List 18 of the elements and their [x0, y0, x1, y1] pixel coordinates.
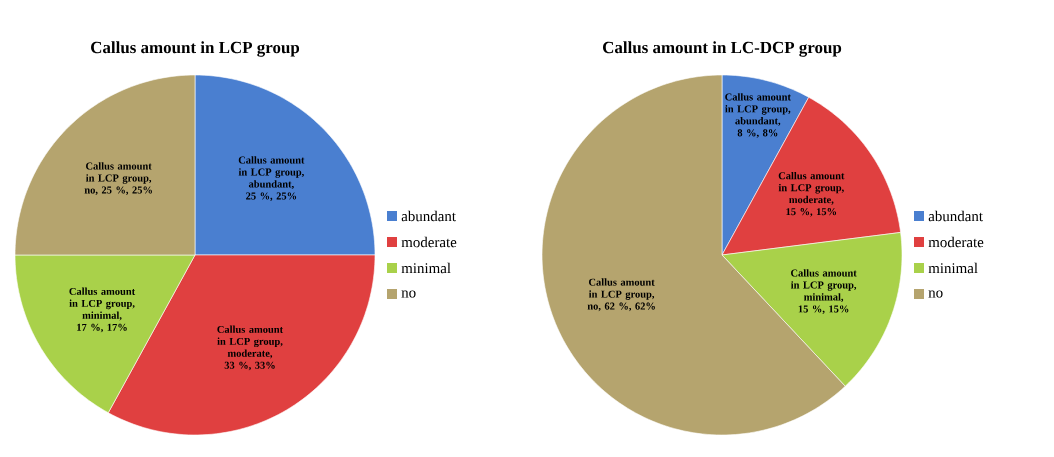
- legend-label: abundant: [401, 210, 456, 222]
- chart-title: Callus amount in LC-DCP group: [603, 41, 842, 57]
- legend-label: no: [401, 290, 416, 298]
- data-label: Callus amount in LCP group, abundant, 8 %, 8%: [725, 93, 791, 138]
- chart-title: Callus amount in LCP group: [91, 41, 300, 57]
- data-label: Callus amount in LCP group, minimal, 15 %, 15%: [790, 269, 857, 314]
- data-label: Callus amount in LCP group, moderate, 33 %, 33%: [217, 325, 284, 371]
- data-label: Callus amount in LCP group, abundant, 25 %, 25%: [238, 156, 305, 201]
- data-label: Callus amount in LCP group, no, 25 %, 25%: [84, 162, 152, 196]
- legend-label: moderate: [401, 236, 457, 248]
- legend-label: abundant: [928, 210, 983, 222]
- legend-label: minimal: [928, 262, 978, 274]
- data-label: Callus amount in LCP group, moderate, 15 %, 15%: [778, 171, 845, 217]
- legend-label: no: [928, 290, 943, 298]
- legend-label: moderate: [928, 236, 984, 248]
- data-label: Callus amount in LCP group, no, 62 %, 62%: [587, 278, 655, 312]
- legend-label: minimal: [401, 262, 451, 274]
- data-label: Callus amount in LCP group, minimal, 17 %, 17%: [69, 287, 136, 333]
